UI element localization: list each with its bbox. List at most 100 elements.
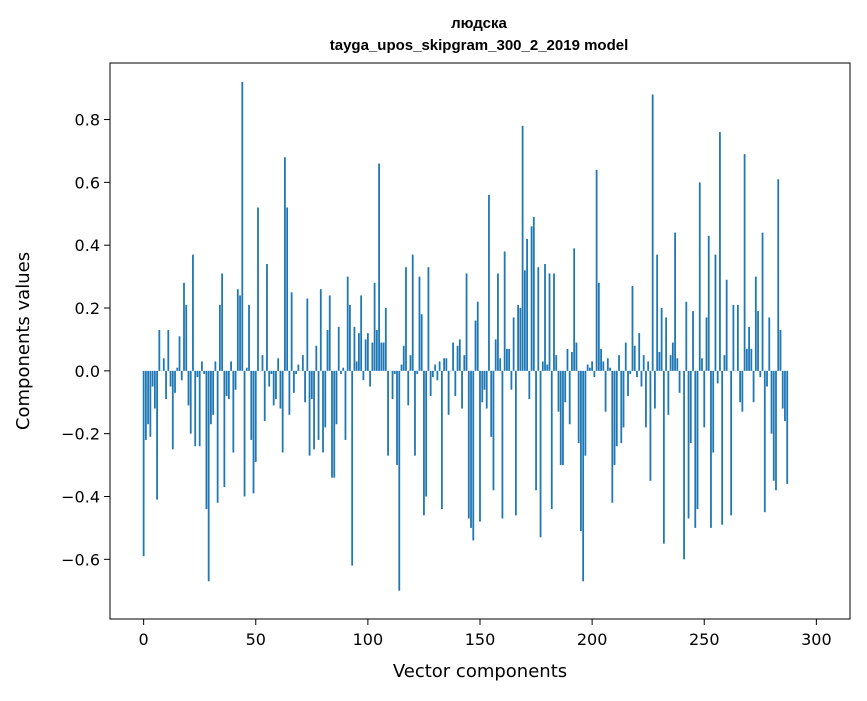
bar-component-282 xyxy=(775,371,777,490)
bar-component-107 xyxy=(383,343,385,371)
bar-component-145 xyxy=(468,371,470,519)
bar-component-123 xyxy=(419,277,421,371)
bar-component-168 xyxy=(519,308,521,371)
bar-component-231 xyxy=(661,308,663,371)
bar-component-214 xyxy=(623,371,625,428)
bar-component-103 xyxy=(374,283,376,371)
bar-component-124 xyxy=(421,314,423,371)
bar-component-55 xyxy=(266,264,268,371)
bar-component-184 xyxy=(555,355,557,371)
y-tick-label: 0.0 xyxy=(75,362,100,381)
bar-component-17 xyxy=(181,371,183,380)
bar-component-249 xyxy=(701,358,703,371)
bar-component-36 xyxy=(223,371,225,487)
bar-component-115 xyxy=(401,365,403,371)
bar-component-117 xyxy=(405,267,407,371)
bar-component-211 xyxy=(616,371,618,446)
bar-component-172 xyxy=(528,371,530,399)
bar-component-114 xyxy=(398,371,400,591)
bar-component-56 xyxy=(268,371,270,387)
bar-component-92 xyxy=(349,305,351,371)
bar-component-244 xyxy=(690,371,692,443)
bar-component-190 xyxy=(569,371,571,424)
bar-component-134 xyxy=(443,358,445,371)
bar-component-18 xyxy=(183,283,185,371)
bar-component-0 xyxy=(143,371,145,556)
bar-component-58 xyxy=(273,371,275,406)
bar-component-224 xyxy=(645,371,647,428)
bar-component-183 xyxy=(553,273,555,370)
bar-component-220 xyxy=(636,371,638,377)
bar-component-250 xyxy=(703,371,705,428)
bar-component-243 xyxy=(688,371,690,519)
bar-component-216 xyxy=(627,371,629,396)
bar-component-104 xyxy=(376,330,378,371)
bar-component-87 xyxy=(338,327,340,371)
bar-component-169 xyxy=(522,126,524,371)
bar-component-37 xyxy=(226,371,228,396)
bar-component-121 xyxy=(414,371,416,456)
bar-component-233 xyxy=(665,317,667,370)
bar-component-222 xyxy=(641,371,643,387)
bar-component-228 xyxy=(654,371,656,409)
bar-component-167 xyxy=(517,305,519,371)
bar-component-118 xyxy=(407,371,409,406)
bar-component-27 xyxy=(203,371,205,374)
bar-component-251 xyxy=(706,317,708,370)
bar-component-136 xyxy=(448,371,450,415)
bar-component-207 xyxy=(607,358,609,371)
x-tick-label: 150 xyxy=(465,630,496,649)
bar-component-67 xyxy=(293,371,295,393)
bar-component-21 xyxy=(190,371,192,434)
bar-component-61 xyxy=(280,371,282,409)
bar-component-223 xyxy=(643,355,645,371)
bar-component-271 xyxy=(750,349,752,371)
bar-component-96 xyxy=(358,333,360,371)
bar-component-62 xyxy=(282,371,284,453)
bar-component-64 xyxy=(286,208,288,371)
x-tick-label: 300 xyxy=(801,630,832,649)
bar-component-84 xyxy=(331,371,333,478)
bar-component-63 xyxy=(284,157,286,371)
bar-component-217 xyxy=(629,371,631,374)
bar-component-187 xyxy=(562,371,564,465)
bar-component-139 xyxy=(454,371,456,396)
bar-component-278 xyxy=(766,371,768,387)
chart-title: людска xyxy=(451,15,507,32)
bar-component-195 xyxy=(580,371,582,531)
bar-component-247 xyxy=(697,371,699,509)
bar-component-31 xyxy=(212,371,214,415)
bar-component-174 xyxy=(533,217,535,371)
bar-component-10 xyxy=(165,371,167,399)
bar-component-154 xyxy=(488,195,490,371)
bar-component-259 xyxy=(724,355,726,371)
bar-component-197 xyxy=(585,371,587,456)
bar-component-40 xyxy=(232,371,234,453)
bar-component-16 xyxy=(179,336,181,371)
y-axis-label: Components values xyxy=(13,252,34,430)
bar-component-200 xyxy=(591,361,593,370)
bar-component-148 xyxy=(475,321,477,371)
bar-component-272 xyxy=(753,371,755,402)
bar-component-75 xyxy=(311,371,313,399)
bar-component-42 xyxy=(237,289,239,371)
bar-component-262 xyxy=(730,371,732,515)
bar-component-203 xyxy=(598,283,600,371)
bar-component-196 xyxy=(582,371,584,581)
bar-component-152 xyxy=(484,371,486,390)
bar-component-227 xyxy=(652,94,654,370)
bar-component-111 xyxy=(392,371,394,399)
bar-component-284 xyxy=(780,330,782,371)
bar-component-142 xyxy=(461,371,463,409)
bar-component-86 xyxy=(336,371,338,424)
bar-component-30 xyxy=(210,371,212,424)
bar-component-202 xyxy=(596,170,598,371)
bar-component-270 xyxy=(748,327,750,371)
bar-component-7 xyxy=(158,330,160,371)
bar-component-129 xyxy=(432,371,434,377)
bar-component-175 xyxy=(535,371,537,490)
bar-component-225 xyxy=(647,361,649,370)
bar-component-189 xyxy=(567,349,569,371)
